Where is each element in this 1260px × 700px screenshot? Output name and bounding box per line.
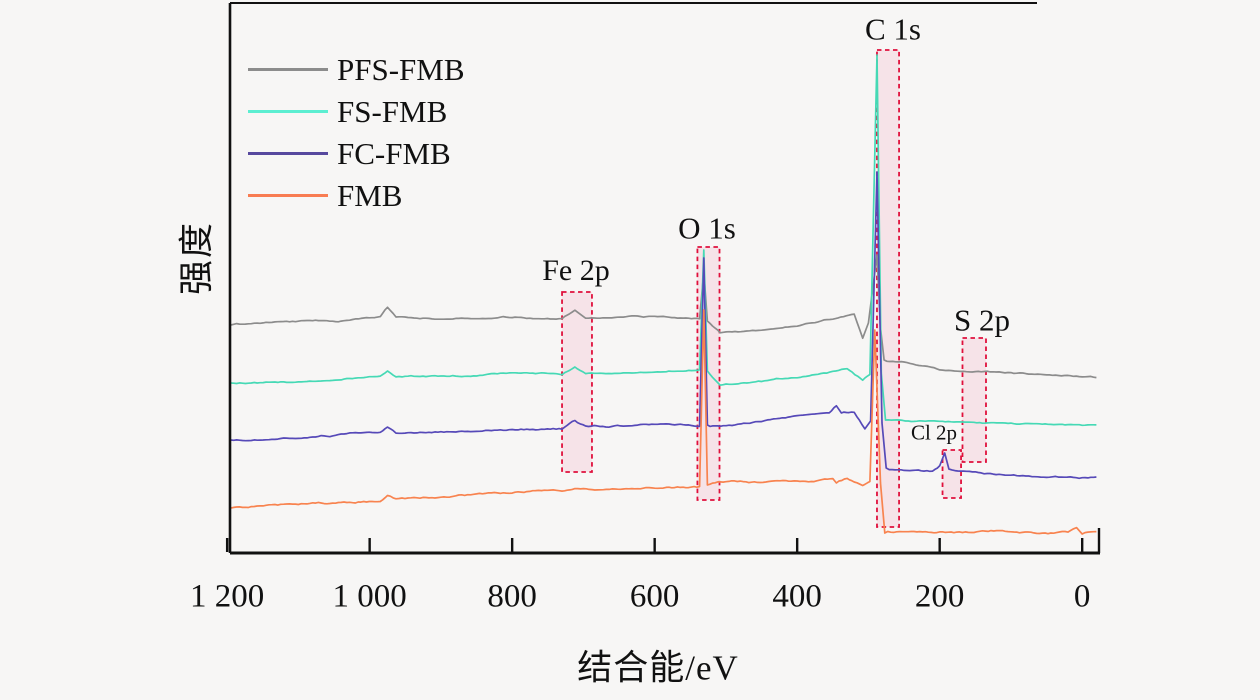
series-curve-fc-fmb [230,171,1097,480]
series-curve-fmb [230,309,1097,535]
peak-box-fe-2p [561,291,593,473]
series-curve-fs-fmb [230,54,1097,427]
peak-box-s-2p [961,337,987,463]
series-curve-pfs-fmb [230,254,1097,379]
